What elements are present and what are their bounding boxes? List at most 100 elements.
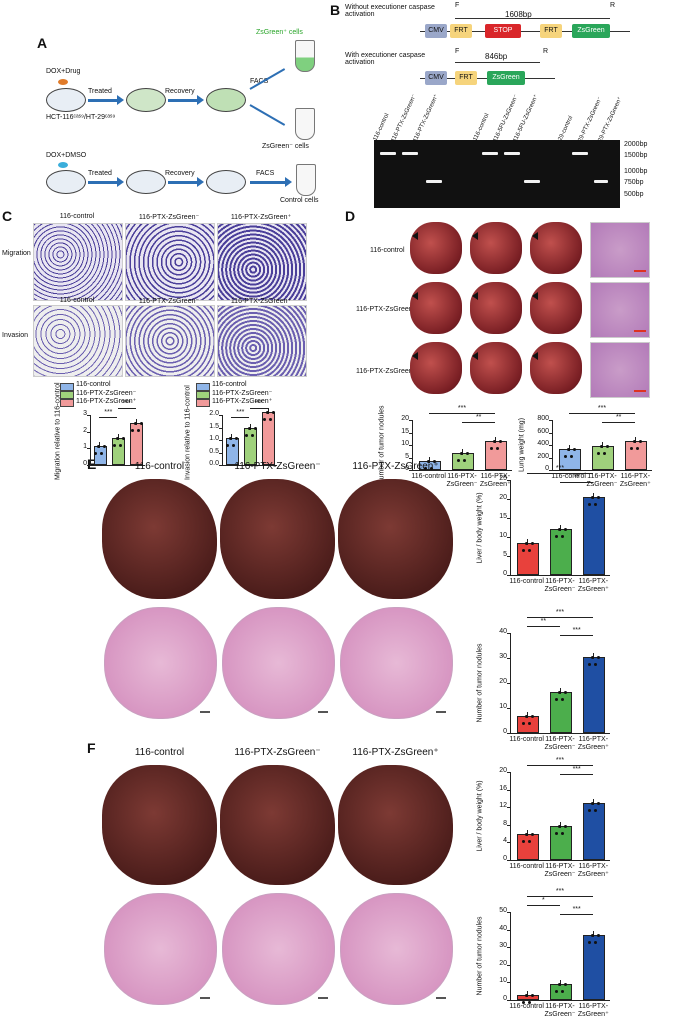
lung-image (410, 222, 462, 274)
data-point (250, 434, 254, 437)
error-bar (635, 436, 637, 443)
gel-band (426, 180, 442, 183)
y-axis (510, 912, 511, 1000)
sig-stars: *** (572, 627, 581, 634)
data-point (527, 548, 531, 552)
y-tick-label: 0 (503, 995, 507, 1002)
y-tick-label: 1 (83, 443, 87, 451)
cells-label: HCT-116ᶜᵃˢ⁹/HT-29ᶜᵃˢ⁹ (46, 114, 116, 121)
data-point (591, 802, 595, 805)
dish-start2 (46, 170, 86, 194)
data-point (136, 429, 140, 432)
panel-label-b: B (330, 2, 341, 18)
data-point (561, 535, 564, 539)
data-point (555, 989, 558, 993)
data-point (524, 715, 528, 718)
y-tick (549, 432, 552, 434)
tube-neg (295, 108, 315, 140)
y-axis (510, 633, 511, 733)
y-tick-label: 40 (499, 924, 507, 932)
data-point (265, 410, 269, 414)
dish-start (46, 88, 86, 112)
micro-inv-pos (217, 305, 307, 377)
sig-stars: *** (555, 757, 565, 764)
c-row-invasion: Invasion (2, 332, 29, 339)
data-point (527, 1001, 531, 1005)
sig-line (231, 417, 250, 418)
lung-image (470, 282, 522, 334)
x-tick-label: 116-PTX- ZsGreen⁺ (577, 736, 609, 751)
frt-box-2: FRT (455, 71, 477, 85)
gel-lane-label: 116-control (372, 112, 391, 142)
legend-swatch (60, 391, 74, 399)
ctrl-cells-label: Control cells (280, 197, 319, 204)
d-row-control: 116-control (370, 247, 405, 254)
data-point (426, 459, 430, 463)
data-point (606, 444, 609, 448)
recovery-label: Recovery (165, 88, 195, 95)
y-tick-label: 12 (499, 802, 507, 810)
bar-0 (516, 542, 539, 575)
sig-line (568, 413, 636, 414)
data-point (530, 832, 534, 836)
bar-2 (625, 440, 648, 470)
micro-mig-neg (125, 223, 215, 301)
arrowhead-icon (472, 232, 478, 240)
y-tick-label: 0 (83, 460, 87, 467)
tube-pos (295, 40, 315, 72)
y-tick (507, 947, 510, 949)
frt-box-1b: FRT (540, 24, 562, 38)
data-point (558, 691, 561, 695)
x-axis (510, 733, 610, 734)
data-point (588, 940, 592, 944)
x-tick-label: 116-PTX- ZsGreen⁺ (577, 578, 609, 593)
y-axis (222, 415, 223, 465)
he-image (590, 342, 650, 398)
arrow-recovery (168, 95, 204, 105)
e-liver-weight-plot: 25 20 15 10 5 0 Liver / body weight (%) 116-con… (477, 465, 610, 593)
x-tick-label: 116-PTX- ZsGreen⁺ (619, 473, 651, 488)
y-tick-label: 4 (503, 837, 507, 845)
y-tick (507, 633, 510, 634)
sig-stars: *** (555, 465, 565, 472)
legend-label: 116-PTX-ZsGreen⁺ (76, 398, 137, 405)
data-point (524, 541, 528, 545)
y-axis-label: Number of tumor nodules (476, 643, 484, 723)
scale-bar (318, 997, 328, 999)
sig-stars: *** (122, 400, 131, 407)
sig-stars: *** (572, 906, 581, 913)
y-tick-label: 30 (499, 653, 507, 660)
y-tick (87, 415, 90, 416)
ladder-label: 1500bp (624, 152, 648, 159)
y-tick-label: 0 (503, 570, 507, 577)
y-tick-label: 10 (499, 532, 507, 539)
dish-recovery (206, 88, 246, 112)
lung-image (530, 222, 582, 274)
y-tick-label: 0.5 (209, 447, 219, 455)
dish-treated2 (126, 170, 166, 194)
data-point (591, 496, 595, 499)
x-axis (510, 1000, 610, 1001)
scale-bar (436, 997, 446, 999)
y-tick-label: 50 (499, 907, 507, 914)
treat2-label: DOX+DMSO (46, 152, 87, 159)
y-tick-label: 10 (401, 440, 409, 447)
data-point (639, 439, 643, 443)
sig-line (560, 774, 594, 775)
data-point (564, 691, 567, 695)
data-point (594, 940, 598, 944)
data-point (232, 444, 236, 447)
y-tick (219, 452, 222, 454)
y-tick (219, 465, 222, 466)
data-point (521, 548, 525, 552)
y-tick-label: 20 (499, 678, 507, 685)
lung-nodules-plot: 20 15 10 5 0 Number of tumor nodules 116-contr… (379, 405, 512, 488)
he-section (340, 607, 453, 719)
sig-line (526, 626, 560, 627)
y-tick-label: 200 (537, 452, 549, 460)
sig-stars: *** (555, 609, 565, 616)
data-point (530, 715, 534, 718)
ladder-label: 500bp (624, 191, 644, 198)
treated2-label: Treated (88, 170, 112, 177)
data-point (530, 994, 534, 998)
